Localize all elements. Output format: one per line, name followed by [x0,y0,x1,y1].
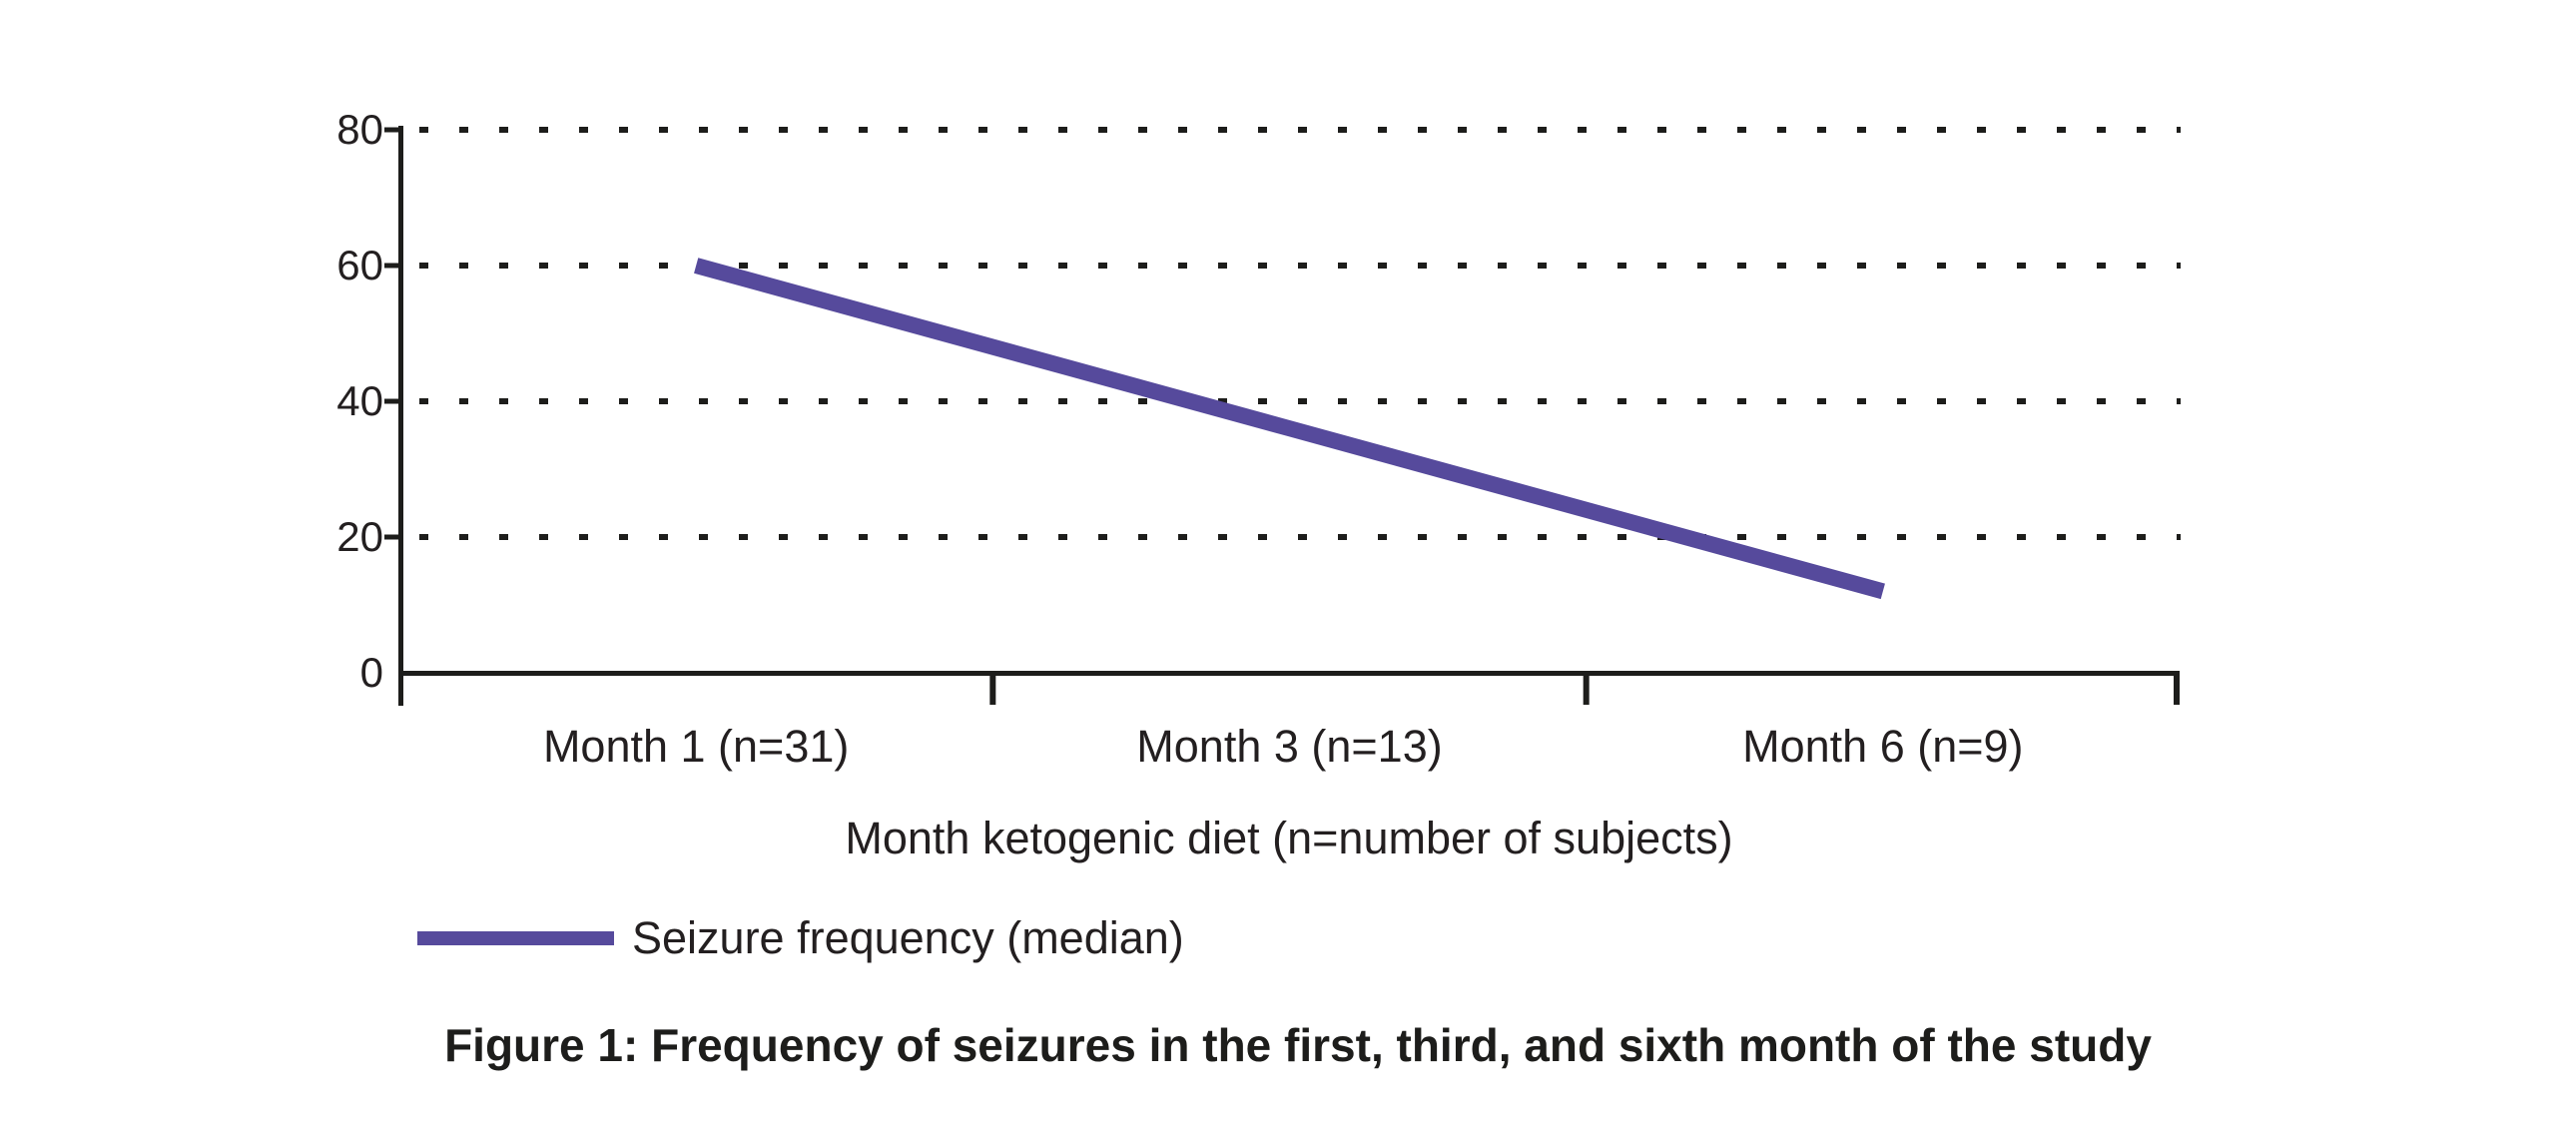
y-tick-label: 20 [336,513,383,560]
x-tick-label: Month 1 (n=31) [542,721,850,772]
seizure-frequency-line [694,258,1885,600]
y-tick-label: 60 [336,242,383,288]
x-axis-title: Month ketogenic diet (n=number of subjec… [845,813,1733,863]
y-tick-label: 0 [359,649,383,696]
y-tick-label: 80 [336,106,383,153]
y-tick-label: 40 [336,377,383,424]
legend-line-swatch [417,931,614,945]
figure-caption: Figure 1: Frequency of seizures in the f… [444,1019,2152,1071]
legend-label: Seizure frequency (median) [632,912,1184,963]
x-tick-label: Month 3 (n=13) [1136,721,1443,772]
x-tick-label: Month 6 (n=9) [1742,721,2024,772]
